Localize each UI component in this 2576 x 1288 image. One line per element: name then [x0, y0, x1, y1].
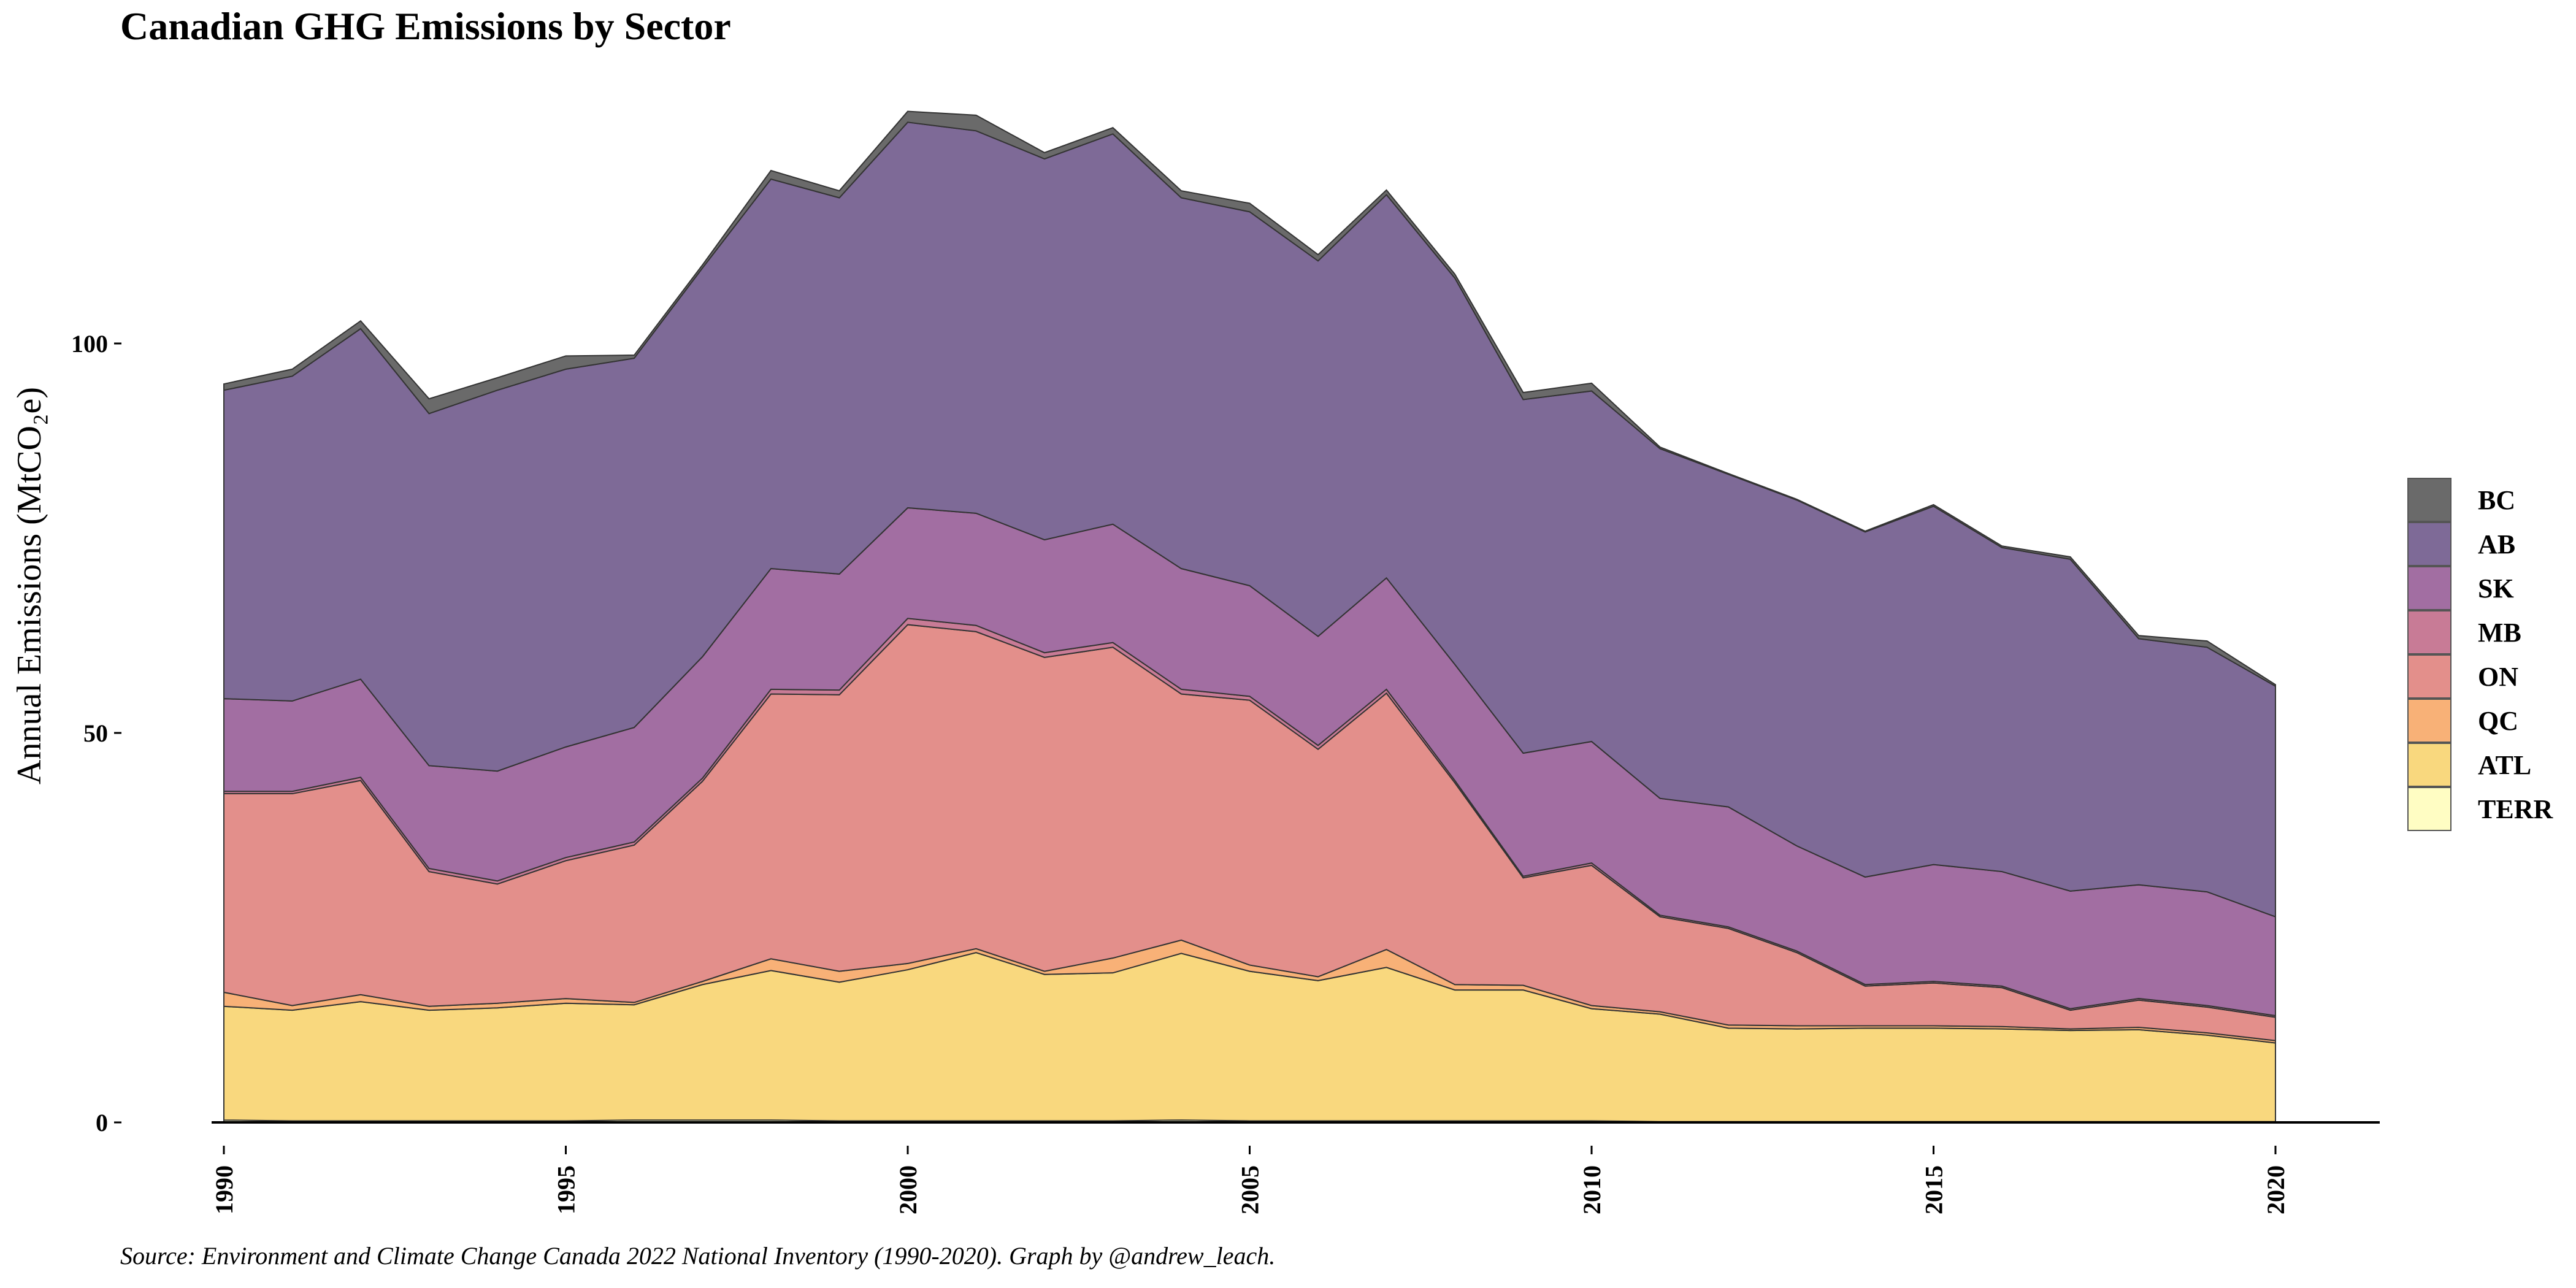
x-tick-label-2020: 2020: [2262, 1165, 2290, 1214]
legend-swatch-atl: [2407, 743, 2451, 787]
legend-label-terr: TERR: [2478, 794, 2553, 824]
legend-label-ab: AB: [2478, 529, 2515, 559]
y-axis-label: Annual Emissions (MtCO₂e): [10, 387, 48, 784]
x-tick-label-2000: 2000: [894, 1165, 922, 1214]
legend-swatch-mb: [2407, 610, 2451, 654]
legend-label-mb: MB: [2478, 618, 2521, 648]
legend-swatch-qc: [2407, 699, 2451, 743]
y-tick-label-0: 0: [96, 1109, 108, 1137]
legend-swatch-bc: [2407, 478, 2451, 522]
legend-label-on: ON: [2478, 662, 2518, 692]
y-tick-label-50: 50: [83, 719, 108, 747]
x-tick-label-1990: 1990: [210, 1165, 238, 1214]
legend-label-bc: BC: [2478, 485, 2515, 515]
y-axis: 0 50 100: [71, 330, 121, 1137]
x-tick-label-2015: 2015: [1920, 1165, 1948, 1214]
area-bc: [223, 110, 2276, 688]
x-tick-label-1995: 1995: [553, 1165, 580, 1214]
legend-label-atl: ATL: [2478, 750, 2531, 780]
legend-swatch-sk: [2407, 566, 2451, 610]
legend-swatch-on: [2407, 654, 2451, 699]
legend-swatch-terr: [2407, 787, 2451, 831]
legend: BC AB SK MB ON QC ATL TERR: [2407, 478, 2553, 831]
chart-caption: Source: Environment and Climate Change C…: [120, 1242, 1276, 1270]
x-axis: 1990 1995 2000 2005 2010 2015 2020: [210, 1146, 2290, 1214]
y-tick-label-100: 100: [71, 330, 108, 358]
legend-label-qc: QC: [2478, 706, 2518, 736]
x-tick-label-2010: 2010: [1578, 1165, 1606, 1214]
area-layer: [223, 110, 2276, 1123]
chart-title: Canadian GHG Emissions by Sector: [120, 4, 731, 48]
legend-label-sk: SK: [2478, 573, 2514, 604]
x-tick-label-2005: 2005: [1236, 1165, 1264, 1214]
legend-swatch-ab: [2407, 522, 2451, 566]
